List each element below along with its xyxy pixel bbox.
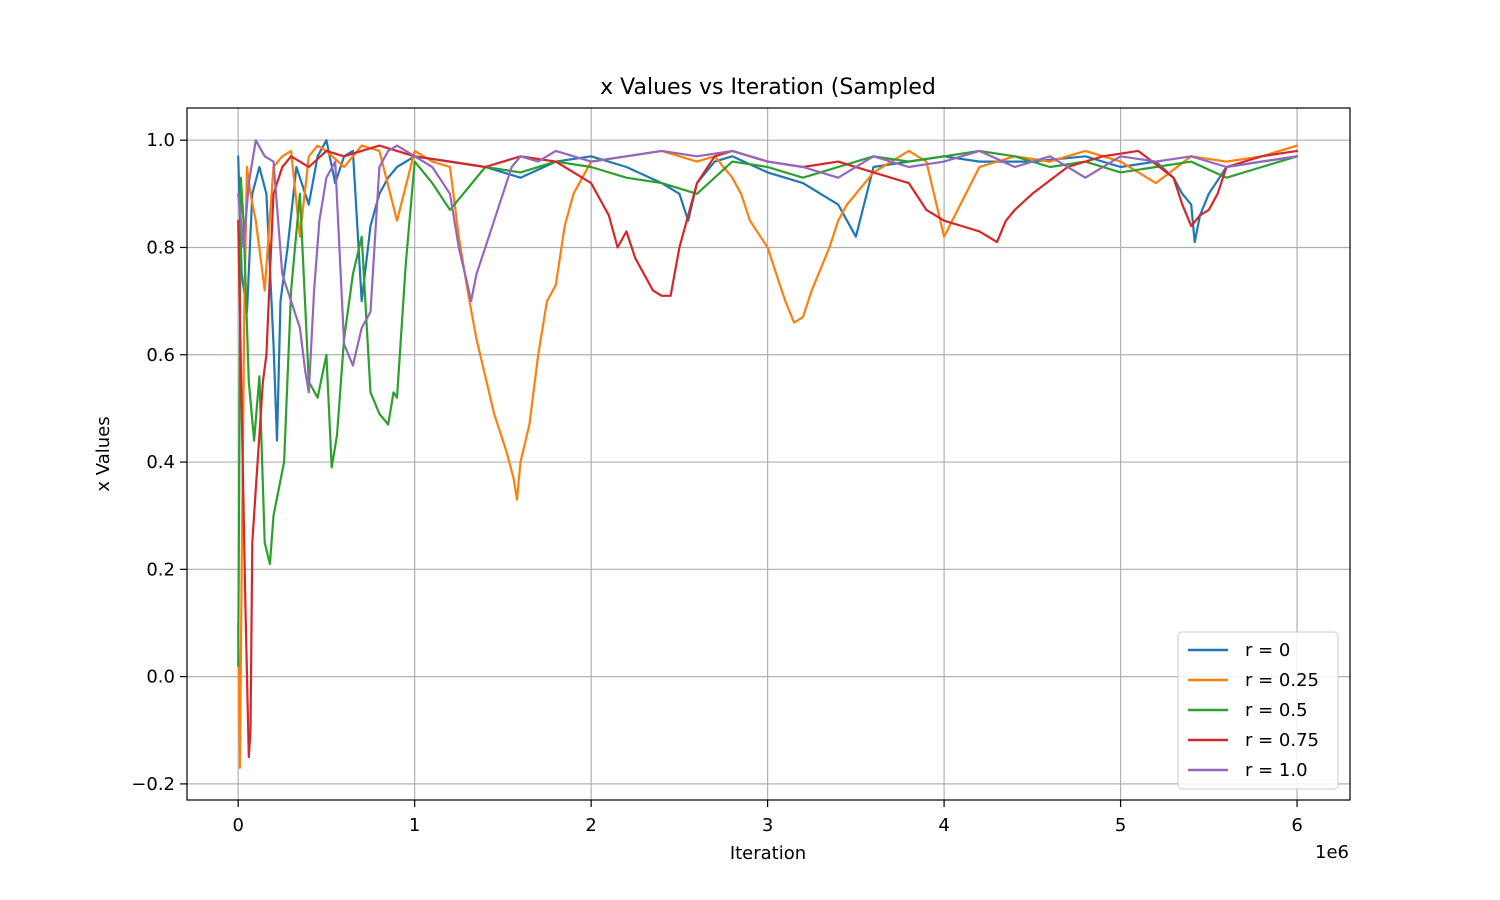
x-tick-label: 6 [1291,815,1302,836]
legend-label-3: r = 0.75 [1245,730,1319,751]
chart-title: x Values vs Iteration (Sampled [600,75,936,100]
y-tick-label: 0.8 [146,237,175,258]
legend-label-2: r = 0.5 [1245,700,1308,721]
legend-box [1177,631,1339,790]
y-axis-label: x Values [93,416,114,491]
y-tick-label: 0.4 [146,452,175,473]
legend-label-1: r = 0.25 [1245,670,1319,691]
x-tick-label: 4 [938,815,949,836]
legend-label-0: r = 0 [1245,640,1290,661]
y-tick-label: 1.0 [146,130,175,151]
y-tick-label: 0.2 [146,559,175,580]
y-tick-label: 0.6 [146,345,175,366]
x-tick-label: 1 [409,815,420,836]
grid [187,108,1350,800]
series-line-3 [237,144,1299,759]
axis-ticks: 0 1 2 3 4 5 6 −0.2 0.0 0.2 0.4 0.6 0.8 1.0 [131,130,1303,836]
x-axis-offset-label: 1e6 [1315,842,1349,863]
series-lines [237,139,1299,769]
legend-label-4: r = 1.0 [1245,760,1308,781]
plot-frame [186,107,1351,801]
x-axis-label: Iteration [730,843,806,864]
series-line-1 [237,144,1299,769]
y-tick-label: −0.2 [131,774,175,795]
legend: r = 0 r = 0.25 r = 0.5 r = 0.75 r = 1.0 [1177,631,1339,790]
x-tick-label: 2 [585,815,596,836]
series-line-0 [237,139,1299,442]
x-tick-label: 0 [232,815,243,836]
x-tick-label: 3 [762,815,773,836]
x-tick-label: 5 [1115,815,1126,836]
series-line-2 [237,149,1299,668]
series-line-4 [237,139,1299,394]
y-tick-label: 0.0 [146,667,175,688]
